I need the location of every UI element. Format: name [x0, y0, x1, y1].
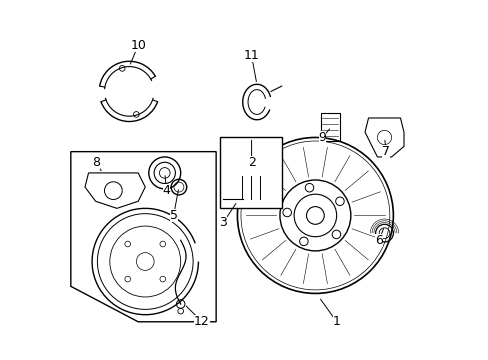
Text: 11: 11 [243, 49, 259, 62]
Text: 9: 9 [318, 131, 326, 144]
Text: 5: 5 [169, 209, 177, 222]
Bar [219, 138, 281, 208]
Circle shape [256, 197, 262, 202]
Text: 1: 1 [332, 315, 340, 328]
Text: 6: 6 [374, 234, 382, 247]
Text: 4: 4 [162, 184, 170, 197]
Circle shape [247, 197, 253, 202]
Text: 3: 3 [219, 216, 227, 229]
Text: 12: 12 [194, 315, 209, 328]
Text: 7: 7 [382, 145, 389, 158]
Text: 2: 2 [247, 156, 255, 169]
Text: 10: 10 [130, 39, 146, 52]
Circle shape [239, 197, 244, 202]
Text: 8: 8 [91, 156, 100, 169]
